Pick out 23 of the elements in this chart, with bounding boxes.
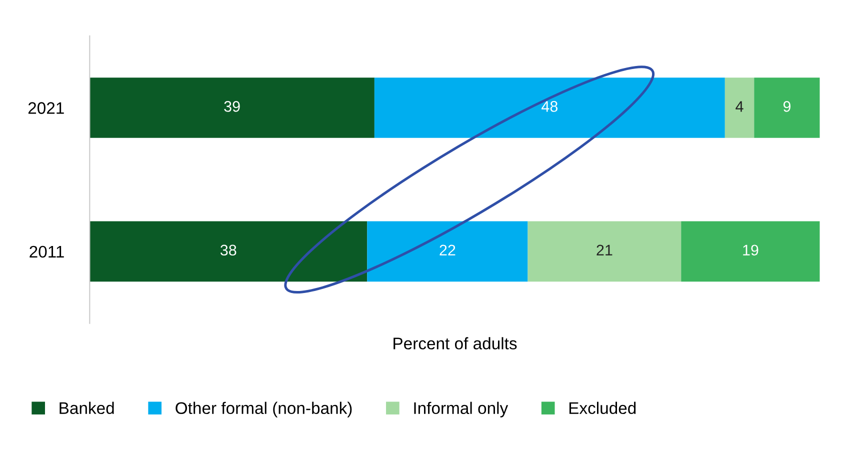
y-tick-label: 2011 <box>30 246 64 258</box>
y-tick-label: 2021 <box>28 102 64 114</box>
data-label: 19 <box>743 244 758 256</box>
data-label: 22 <box>440 244 456 256</box>
bar <box>90 78 374 138</box>
data-label: 48 <box>542 101 558 112</box>
data-label: 21 <box>596 244 612 256</box>
legend-label: Informal only <box>414 402 508 418</box>
legend-label: Banked <box>60 402 114 414</box>
bar <box>754 78 820 138</box>
data-label: 38 <box>220 244 236 256</box>
legend-label: Excluded <box>569 402 636 414</box>
bar <box>374 78 725 138</box>
bar <box>528 221 682 282</box>
x-axis-title: Percent of adults <box>394 337 517 350</box>
bar <box>90 221 368 282</box>
bar <box>367 221 528 282</box>
data-label: 39 <box>224 101 240 112</box>
data-label: 9 <box>783 101 791 112</box>
data-label: 4 <box>736 101 744 112</box>
bar <box>724 78 754 138</box>
legend-label: Other formal (non-bank) <box>176 402 352 418</box>
bar <box>681 221 820 282</box>
